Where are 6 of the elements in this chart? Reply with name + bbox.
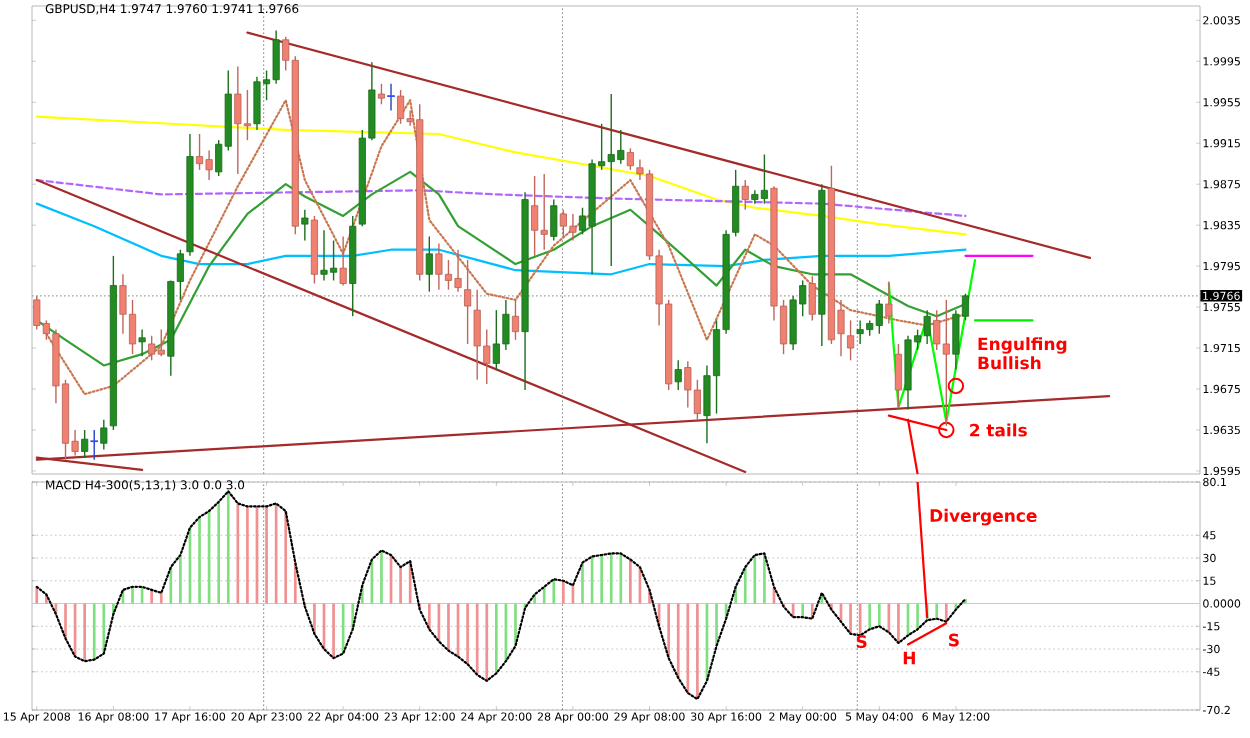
- annotation: Engulfing Bullish: [978, 337, 1067, 370]
- annotation: 2 tails: [970, 423, 1027, 437]
- annotation: S: [949, 633, 959, 647]
- annotation: Divergence: [930, 508, 1037, 526]
- annotation: S: [856, 635, 867, 649]
- annotation: H: [903, 651, 915, 665]
